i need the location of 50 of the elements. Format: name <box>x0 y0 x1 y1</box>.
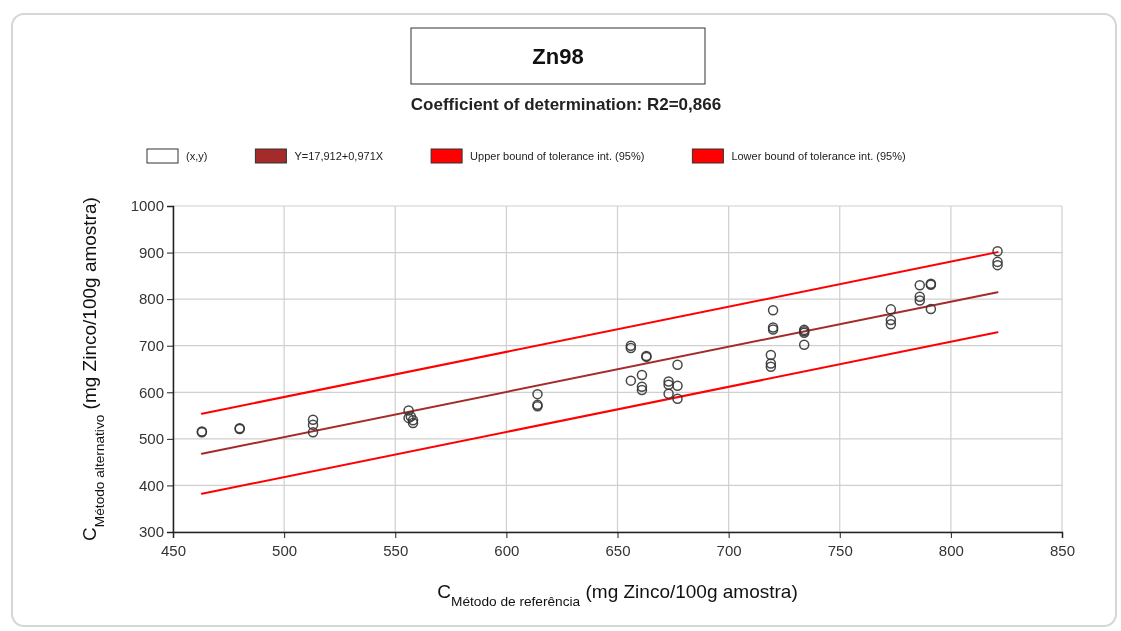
point <box>914 291 926 303</box>
legend-label: Upper bound of tolerance int. (95%) <box>470 150 645 162</box>
y-tick-label: 300 <box>138 523 164 541</box>
legend-label: Lower bound of tolerance int. (95%) <box>731 150 906 162</box>
point <box>885 319 897 330</box>
x-tick-label: 850 <box>1049 542 1076 559</box>
y-tick-label: 600 <box>138 383 164 401</box>
chart-title: Zn98 <box>532 44 584 69</box>
point <box>403 405 414 416</box>
point <box>925 303 937 315</box>
y-tick-label: 400 <box>138 476 164 494</box>
x-tick-label: 600 <box>494 542 520 559</box>
x-tick-label: 650 <box>605 542 631 559</box>
point <box>885 304 897 315</box>
point <box>885 314 897 326</box>
x-axis-title: C$_{Método de referência}$ (mg Zinco/100g amostra) <box>437 581 798 609</box>
point <box>992 245 1003 257</box>
legend-label: (x,y) <box>186 150 208 162</box>
x-tick-label: 500 <box>272 542 298 559</box>
y-tick-label: 700 <box>138 337 164 355</box>
y-tick-label: 800 <box>138 290 164 308</box>
x-tick-label: 700 <box>716 542 742 559</box>
point <box>636 381 648 392</box>
point <box>636 369 648 381</box>
point <box>798 339 810 351</box>
x-tick-label: 550 <box>383 542 409 559</box>
point <box>307 414 319 426</box>
point <box>307 427 319 438</box>
point <box>672 393 683 405</box>
point <box>663 376 674 387</box>
point <box>914 279 926 291</box>
point <box>663 379 674 391</box>
point <box>532 388 543 400</box>
point <box>914 295 926 306</box>
point <box>663 388 674 399</box>
point <box>636 384 648 396</box>
y-tick-label: 900 <box>138 243 164 261</box>
y-tick-label: 1000 <box>130 197 164 215</box>
x-tick-label: 750 <box>827 542 853 559</box>
point <box>672 380 683 392</box>
legend-label: Y=17,912+0,971X <box>294 150 384 162</box>
x-tick-label: 800 <box>938 542 964 559</box>
point <box>307 419 319 431</box>
chart-subtitle: Coefficient of determination: R2=0,866 <box>410 95 722 114</box>
x-tick-label: 450 <box>160 542 187 559</box>
point <box>625 375 637 386</box>
y-tick-label: 500 <box>138 430 164 448</box>
point <box>765 349 777 361</box>
point <box>767 305 779 316</box>
point <box>672 359 683 371</box>
